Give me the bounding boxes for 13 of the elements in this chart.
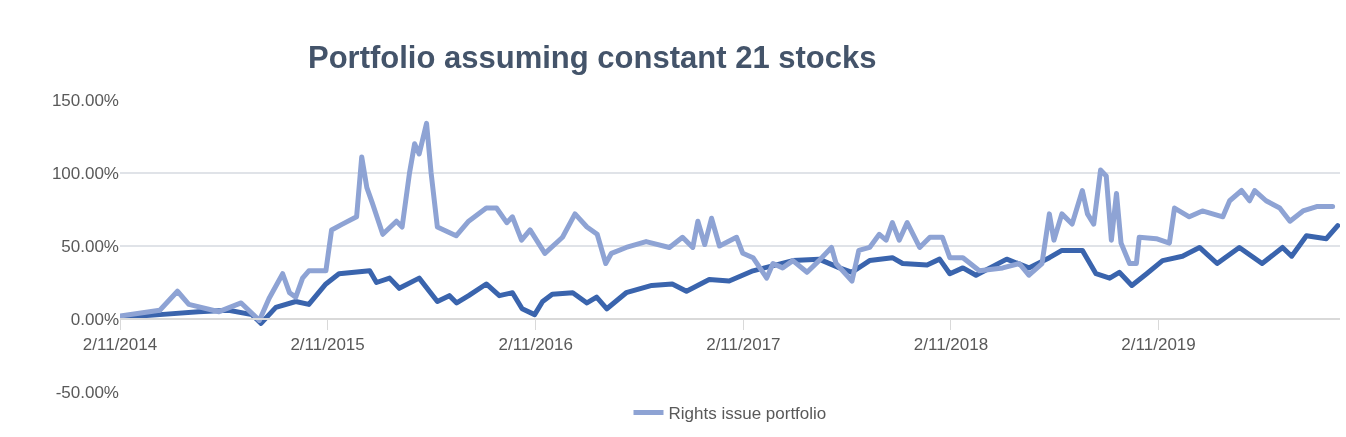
legend-label: Rights issue portfolio bbox=[668, 404, 827, 424]
x-tick-label: 2/11/2014 bbox=[82, 335, 158, 355]
y-tick-label: -50.00% bbox=[55, 382, 119, 402]
y-tick-label: 150.00% bbox=[51, 90, 119, 110]
x-tick-label: 2/11/2015 bbox=[290, 335, 365, 355]
x-tick-label: 2/11/2017 bbox=[706, 335, 781, 355]
x-tick-label: 2/11/2018 bbox=[913, 335, 989, 355]
x-tick-label: 2/11/2019 bbox=[1121, 335, 1196, 355]
x-tick-label: 2/11/2016 bbox=[498, 335, 573, 355]
y-tick-label: 50.00% bbox=[61, 236, 119, 256]
y-tick-label: 100.00% bbox=[51, 163, 119, 183]
chart-title: Portfolio assuming constant 21 stocks bbox=[308, 39, 877, 75]
y-tick-label: 0.00% bbox=[70, 309, 119, 329]
